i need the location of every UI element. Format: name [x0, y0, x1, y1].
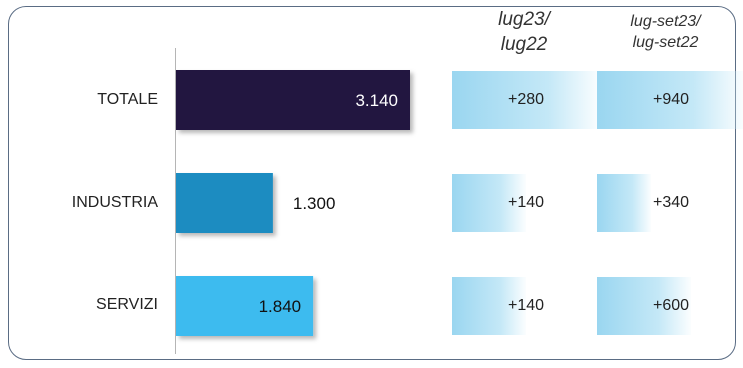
bar-value-label-servizi: 1.840 — [259, 297, 302, 316]
delta-month-totale: +280 — [452, 71, 600, 129]
delta-quarter-industria-label: +340 — [652, 194, 690, 211]
delta-month-servizi: +140 — [452, 277, 600, 335]
bar-totale — [176, 70, 410, 130]
delta-month-servizi-label: +140 — [507, 297, 545, 314]
category-label-industria: INDUSTRIA — [71, 194, 158, 211]
delta-header-month-line2: lug22 — [500, 33, 548, 55]
delta-quarter-industria: +340 — [597, 174, 743, 232]
delta-header-month-line1: lug23/ — [498, 9, 550, 30]
category-label-servizi: SERVIZI — [96, 296, 158, 313]
delta-header-quarter: lug-set23/ lug-set22 — [598, 12, 733, 54]
bar-servizi — [176, 276, 314, 336]
delta-month-industria-label: +140 — [507, 194, 545, 211]
delta-header-month: lug23/ lug22 — [450, 8, 598, 57]
bar-industria — [176, 173, 273, 233]
delta-month-totale-label: +280 — [507, 91, 545, 108]
delta-quarter-servizi-label: +600 — [652, 297, 690, 314]
bar-value-label-totale: 3.140 — [355, 91, 398, 110]
delta-month-industria: +140 — [452, 174, 600, 232]
delta-quarter-totale: +940 — [597, 71, 743, 129]
delta-header-quarter-line1: lug-set23/ — [630, 13, 701, 30]
delta-header-quarter-line2: lug-set22 — [632, 33, 699, 51]
category-label-totale: TOTALE — [97, 91, 158, 108]
bar-value-label-industria: 1.300 — [293, 194, 336, 213]
delta-quarter-totale-label: +940 — [652, 91, 690, 108]
delta-quarter-servizi: +600 — [597, 277, 743, 335]
category-axis-line — [175, 48, 176, 354]
